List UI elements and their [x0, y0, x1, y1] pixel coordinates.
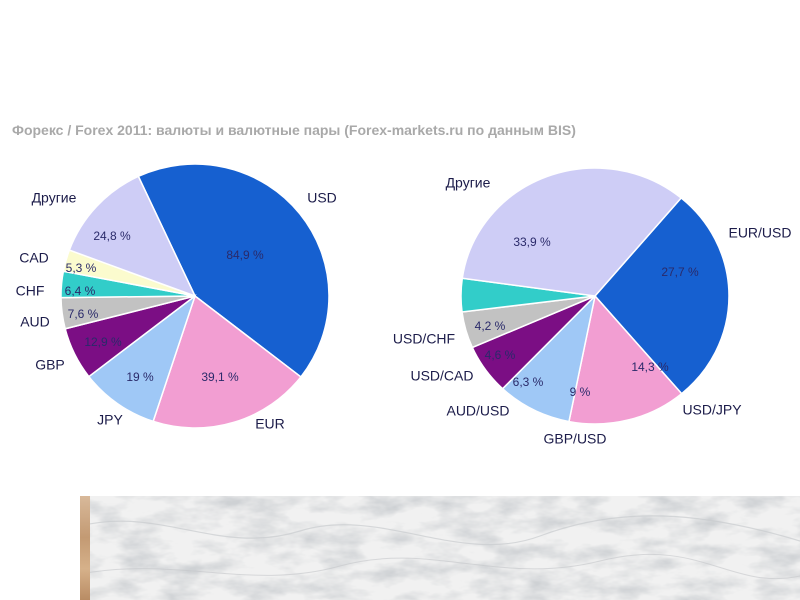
pie-slice-jpy — [87, 293, 197, 423]
slice-value-gbp-usd: 9 % — [570, 385, 591, 399]
slice-value-eur-usd: 27,7 % — [661, 265, 699, 279]
chart-title: Форекс / Forex 2011: валюты и валютные п… — [12, 122, 576, 138]
slice-value-gbp: 12,9 % — [84, 335, 122, 349]
pie-slice-usd — [137, 163, 330, 378]
slice-label-eur-usd: EUR/USD — [728, 225, 791, 241]
pie-slice-usd-jpy — [568, 294, 683, 425]
slice-value-cad: 5,3 % — [66, 261, 97, 275]
pie-slice-others — [461, 167, 683, 297]
slice-label-aud-usd: AUD/USD — [446, 403, 509, 419]
slice-label-gbp-usd: GBP/USD — [543, 431, 606, 447]
slice-value-usd-chf: 4,2 % — [475, 319, 506, 333]
slice-label-jpy: JPY — [97, 412, 123, 428]
slice-value-usd-cad: 4,6 % — [485, 348, 516, 362]
slice-value-jpy: 19 % — [126, 370, 154, 384]
slice-value-chf: 6,4 % — [65, 284, 96, 298]
pie-slice-eur — [152, 294, 302, 429]
slice-label-aud: AUD — [20, 314, 50, 330]
slice-label-usd-chf: USD/CHF — [393, 331, 455, 347]
slice-value-usd: 84,9 % — [226, 248, 264, 262]
slice-label-eur: EUR — [255, 416, 285, 432]
pie-slice-others — [68, 175, 197, 298]
slice-value-eur: 39,1 % — [201, 370, 239, 384]
currency-pie: USD 84,9 % EUR 39,1 % JPY 19 % GBP 12,9 % AUD 7,6… — [16, 163, 337, 432]
slice-label-usd: USD — [307, 190, 337, 206]
slice-label-gbp: GBP — [35, 357, 65, 373]
slice-label-chf: CHF — [16, 283, 45, 299]
slice-label-cad: CAD — [19, 250, 49, 266]
slice-label-usd-cad: USD/CAD — [410, 368, 473, 384]
slice-value-aud-usd: 6,3 % — [513, 375, 544, 389]
slice-value-others: 24,8 % — [93, 229, 131, 243]
currency-pair-pie: EUR/USD 27,7 % USD/JPY 14,3 % GBP/USD 9 % AUD/… — [393, 167, 792, 447]
marble-wood-edge — [80, 496, 90, 600]
slice-label-others: Другие — [446, 175, 491, 191]
marble-texture-band — [80, 496, 800, 600]
slice-value-others: 33,9 % — [513, 235, 551, 249]
slice-value-aud: 7,6 % — [68, 307, 99, 321]
pie-slice-eur-usd — [593, 196, 730, 395]
slice-label-usd-jpy: USD/JPY — [682, 402, 742, 418]
slice-value-usd-jpy: 14,3 % — [631, 360, 669, 374]
slice-label-others: Другие — [32, 190, 77, 206]
